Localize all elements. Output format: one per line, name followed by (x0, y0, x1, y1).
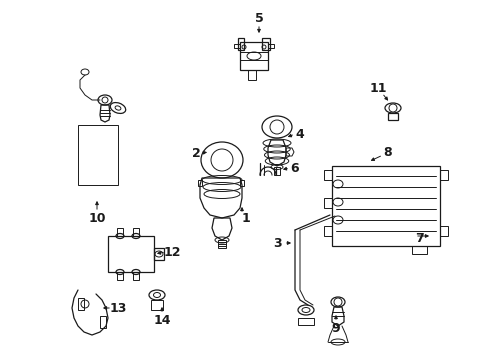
Text: 6: 6 (291, 162, 299, 175)
Text: 5: 5 (255, 12, 264, 24)
Text: 13: 13 (109, 302, 127, 315)
Text: 2: 2 (192, 147, 200, 159)
Text: 14: 14 (153, 314, 171, 327)
Text: 1: 1 (242, 212, 250, 225)
Text: 7: 7 (416, 231, 424, 244)
Text: 12: 12 (163, 246, 181, 258)
Text: 11: 11 (369, 81, 387, 95)
Text: 9: 9 (332, 321, 341, 334)
Text: 8: 8 (384, 145, 392, 158)
Text: 4: 4 (295, 127, 304, 140)
Text: 3: 3 (274, 237, 282, 249)
Text: 10: 10 (88, 212, 106, 225)
